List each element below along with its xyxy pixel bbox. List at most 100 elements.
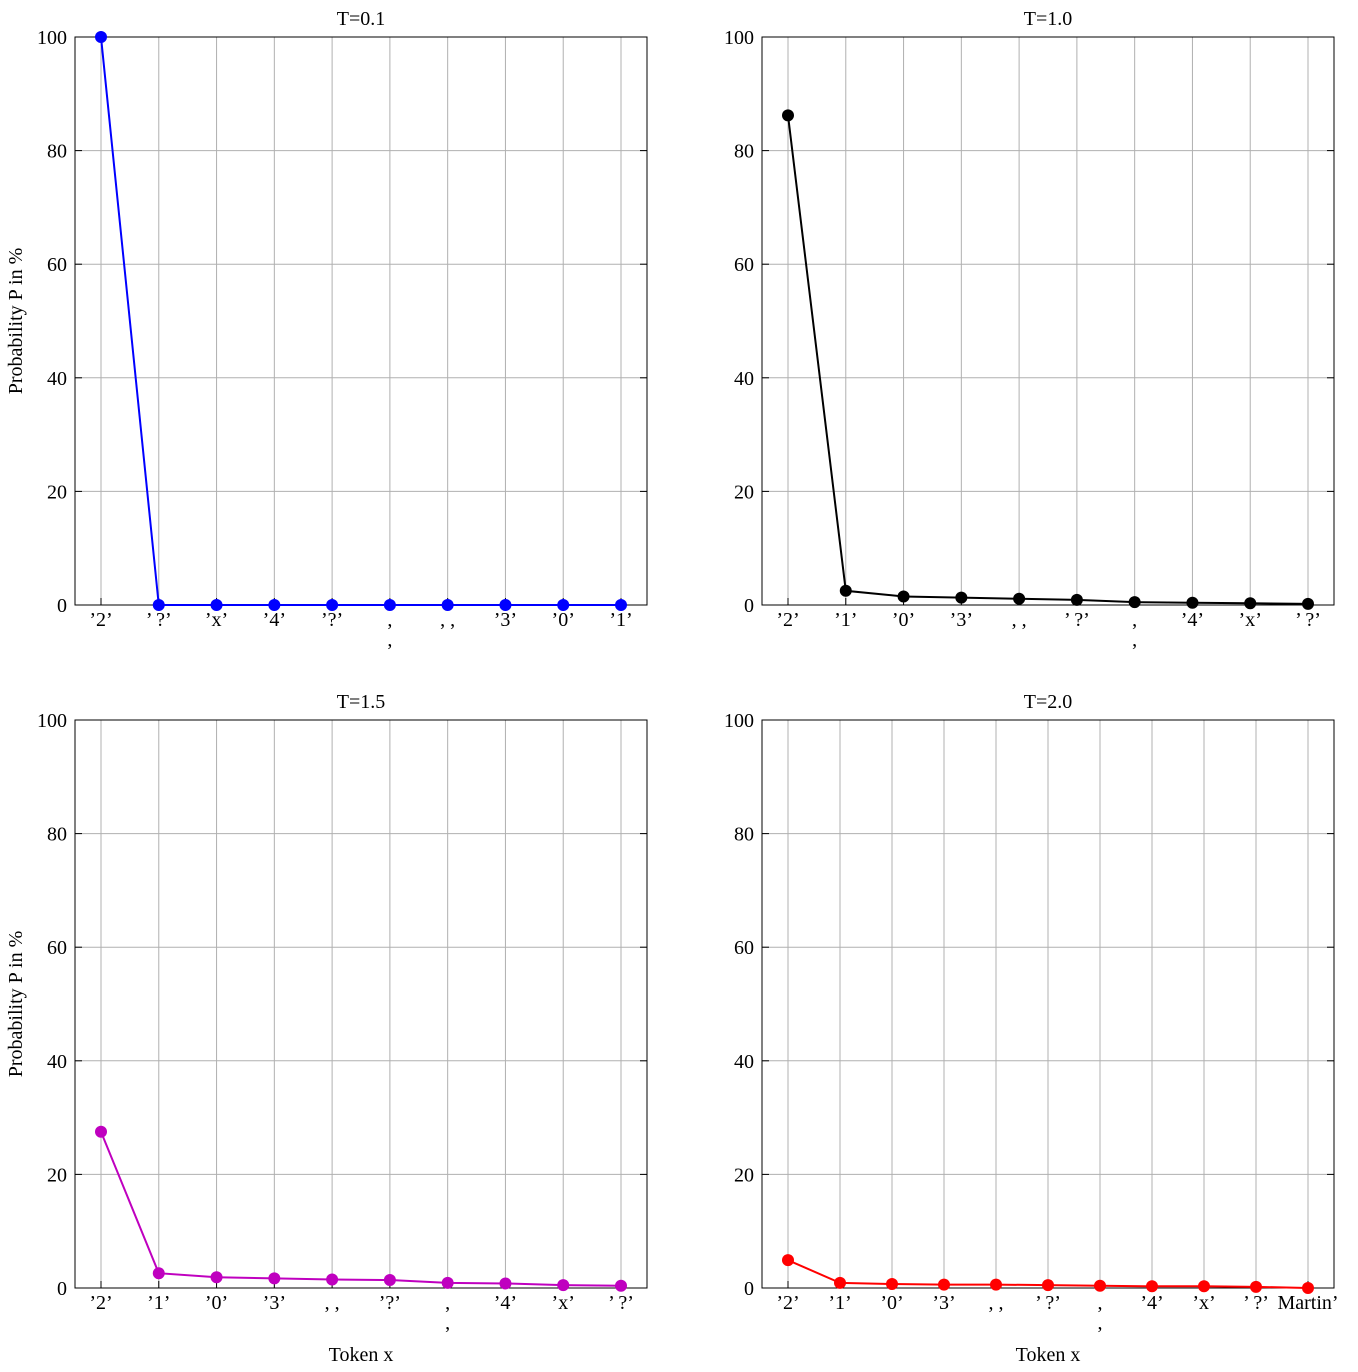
chart-title: T=1.0 — [1024, 8, 1073, 30]
y-tick-label: 80 — [734, 141, 754, 163]
point — [886, 1278, 898, 1291]
x-tick-label: ’3’ — [949, 609, 973, 631]
y-tick-label: 0 — [744, 595, 754, 617]
x-tick-label: ’1’ — [609, 609, 633, 631]
point — [152, 1267, 165, 1280]
point — [152, 599, 165, 611]
x-tick-label: , , — [440, 609, 456, 631]
x-tick-label: ’4’ — [262, 609, 286, 631]
x-tick-label: ’3’ — [262, 1292, 286, 1314]
plot-frame — [761, 36, 1335, 606]
x-tick-label: , , — [445, 1292, 451, 1334]
y-axis-label: Probability P in % — [5, 248, 27, 394]
point — [839, 584, 852, 597]
point — [441, 599, 454, 611]
y-tick-label: 20 — [734, 1164, 754, 1186]
x-axis-label: Token x — [1016, 1344, 1081, 1366]
x-tick-label: ’ ?’ — [608, 1292, 634, 1314]
point — [782, 109, 794, 122]
point — [557, 599, 570, 611]
point — [210, 1271, 223, 1284]
y-tick-label: 40 — [47, 1051, 67, 1073]
x-tick-label: ’x’ — [551, 1292, 575, 1314]
x-tick-label: ’2’ — [89, 1292, 113, 1314]
x-tick-label: ’1’ — [834, 609, 858, 631]
y-tick-label: 80 — [47, 141, 67, 163]
point — [955, 591, 968, 604]
x-tick-label: ’x’ — [204, 609, 229, 631]
y-tick-label: 60 — [734, 937, 754, 959]
point — [1198, 1280, 1210, 1293]
point — [1250, 1280, 1262, 1293]
x-tick-label: ’0’ — [880, 1292, 904, 1314]
point — [499, 599, 512, 611]
point — [1013, 592, 1026, 605]
y-tick-label: 0 — [57, 1278, 67, 1300]
y-tick-label: 100 — [724, 710, 754, 732]
y-tick-label: 20 — [47, 1164, 67, 1186]
chart-title: T=1.5 — [337, 691, 386, 713]
x-tick-label: ’ ?’ — [1035, 1292, 1061, 1314]
point — [383, 599, 396, 611]
point — [95, 1125, 107, 1138]
point — [268, 1272, 281, 1285]
x-tick-label: ’ ?’ — [145, 609, 172, 631]
series-line — [100, 1131, 622, 1287]
x-tick-label: ’3’ — [932, 1292, 956, 1314]
x-tick-label: ’x’ — [1238, 609, 1262, 631]
x-tick-label: ’0’ — [891, 609, 916, 631]
point — [938, 1278, 950, 1291]
x-tick-label: ’ ?’ — [1295, 609, 1321, 631]
y-tick-label: 100 — [37, 27, 67, 49]
y-tick-label: 80 — [734, 824, 754, 846]
point — [499, 1277, 512, 1290]
x-tick-label: ’3’ — [493, 609, 518, 631]
x-tick-label: ’2’ — [776, 609, 800, 631]
x-tick-label: ’2’ — [776, 1292, 800, 1314]
chart-title: T=2.0 — [1024, 691, 1073, 713]
x-tick-label: ’?’ — [378, 1292, 401, 1314]
x-tick-label: , , — [324, 1292, 340, 1314]
point — [326, 599, 339, 611]
y-tick-label: 60 — [47, 937, 67, 959]
y-tick-label: 100 — [724, 27, 754, 49]
point — [782, 1254, 794, 1267]
point — [95, 31, 107, 43]
point — [557, 1279, 570, 1292]
point — [615, 599, 627, 611]
x-tick-label: , , — [387, 609, 393, 651]
x-tick-label: ’ ?’ — [1064, 609, 1090, 631]
y-tick-label: 60 — [47, 254, 67, 276]
x-tick-label: ’4’ — [1140, 1292, 1164, 1314]
point — [1042, 1279, 1054, 1292]
point — [441, 1276, 454, 1289]
x-tick-label: Martin’ — [1277, 1292, 1339, 1314]
chart-title: T=0.1 — [337, 8, 386, 30]
point — [1186, 596, 1199, 609]
y-tick-label: 60 — [734, 254, 754, 276]
point — [615, 1279, 627, 1292]
y-axis-label: Probability P in % — [5, 931, 27, 1077]
x-tick-label: ’4’ — [1180, 609, 1205, 631]
y-tick-label: 0 — [744, 1278, 754, 1300]
point — [268, 599, 281, 611]
x-tick-label: ’2’ — [89, 609, 113, 631]
point — [210, 599, 223, 611]
x-tick-label: ’0’ — [551, 609, 575, 631]
x-tick-label: ’4’ — [493, 1292, 518, 1314]
y-tick-label: 100 — [37, 710, 67, 732]
point — [1244, 597, 1257, 610]
x-tick-label: ’1’ — [147, 1292, 171, 1314]
y-tick-label: 40 — [734, 1051, 754, 1073]
plot-frame — [74, 36, 648, 606]
x-tick-label: ’x’ — [1192, 1292, 1216, 1314]
plot-frame — [74, 719, 648, 1289]
x-axis-label: Token x — [329, 1344, 394, 1366]
y-tick-label: 20 — [734, 481, 754, 503]
point — [990, 1278, 1002, 1291]
y-tick-label: 80 — [47, 824, 67, 846]
x-tick-label: , , — [1011, 609, 1027, 631]
y-tick-label: 0 — [57, 595, 67, 617]
